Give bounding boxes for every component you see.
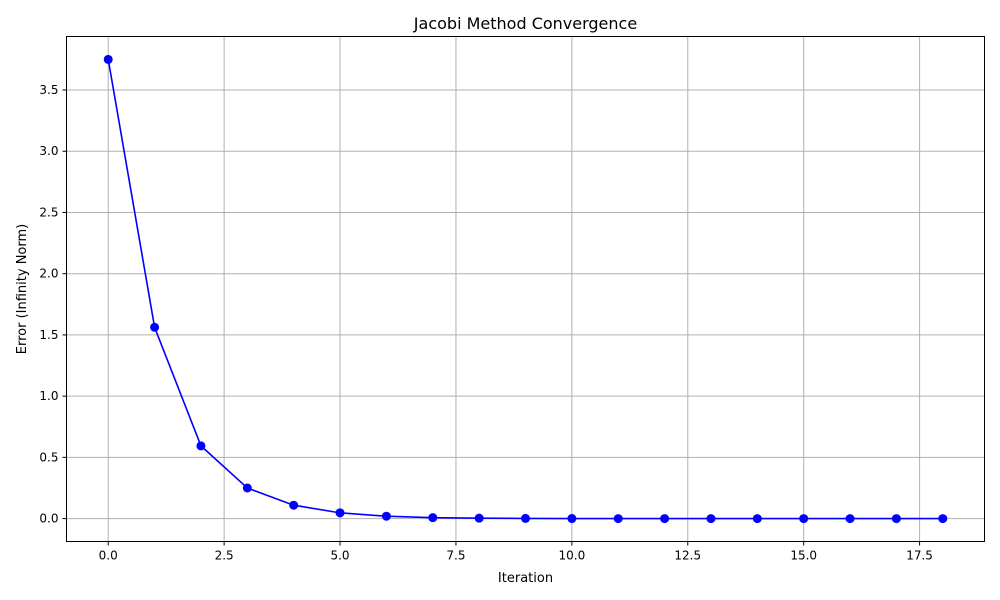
data-point	[845, 514, 855, 524]
x-tick-label: 17.5	[906, 549, 933, 563]
data-point	[196, 441, 206, 451]
y-tick-label: 2.0	[39, 267, 58, 281]
y-tick-label: 0.0	[39, 512, 58, 526]
grid-lines	[66, 36, 985, 542]
x-tick-label: 10.0	[559, 549, 586, 563]
data-point	[799, 514, 809, 524]
x-axis-label: Iteration	[498, 571, 553, 586]
y-tick-label: 0.5	[39, 450, 58, 464]
x-tick-label: 15.0	[790, 549, 817, 563]
y-tick-label: 1.5	[39, 328, 58, 342]
data-point	[335, 508, 345, 518]
data-point	[103, 54, 113, 64]
data-point	[474, 513, 484, 523]
data-point	[660, 514, 670, 524]
x-tick-label: 7.5	[446, 549, 465, 563]
x-tick-label: 2.5	[215, 549, 234, 563]
x-tick-label: 0.0	[99, 549, 118, 563]
chart-title: Jacobi Method Convergence	[413, 14, 637, 33]
y-tick-label: 1.0	[39, 389, 58, 403]
data-point	[567, 514, 577, 524]
y-tick-label: 3.0	[39, 144, 58, 158]
data-point	[706, 514, 716, 524]
data-point	[381, 511, 391, 521]
data-point	[428, 513, 438, 523]
x-tick-label: 12.5	[674, 549, 701, 563]
data-point	[150, 322, 160, 332]
data-point	[891, 514, 901, 524]
y-tick-label: 2.5	[39, 205, 58, 219]
data-point	[521, 513, 530, 523]
data-point	[752, 514, 762, 524]
x-tick-label: 5.0	[330, 549, 349, 563]
data-point	[613, 514, 623, 524]
ticks: 0.0 2.5 5.0 7.5 10.0 12.5 15.0 17.5 0.0 0.5 1.0 1.5…	[39, 83, 933, 562]
y-axis-label: Error (Infinity Norm)	[15, 224, 30, 354]
data-point	[242, 483, 252, 493]
series-layer	[103, 54, 948, 524]
data-point	[289, 500, 299, 510]
plot-frame	[66, 36, 985, 542]
data-point	[938, 514, 948, 524]
y-tick-label: 3.5	[39, 83, 58, 97]
